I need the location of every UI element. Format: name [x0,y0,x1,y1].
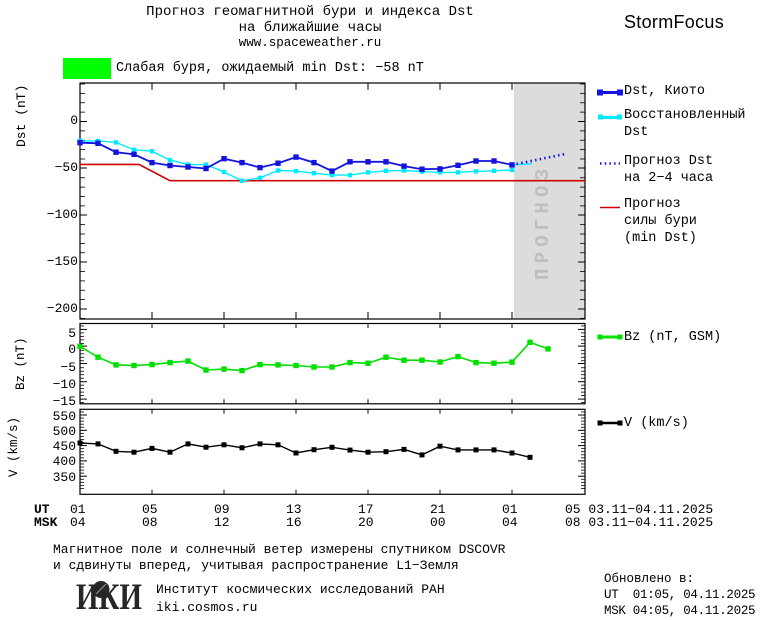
svg-text:ИКИ: ИКИ [76,577,142,618]
